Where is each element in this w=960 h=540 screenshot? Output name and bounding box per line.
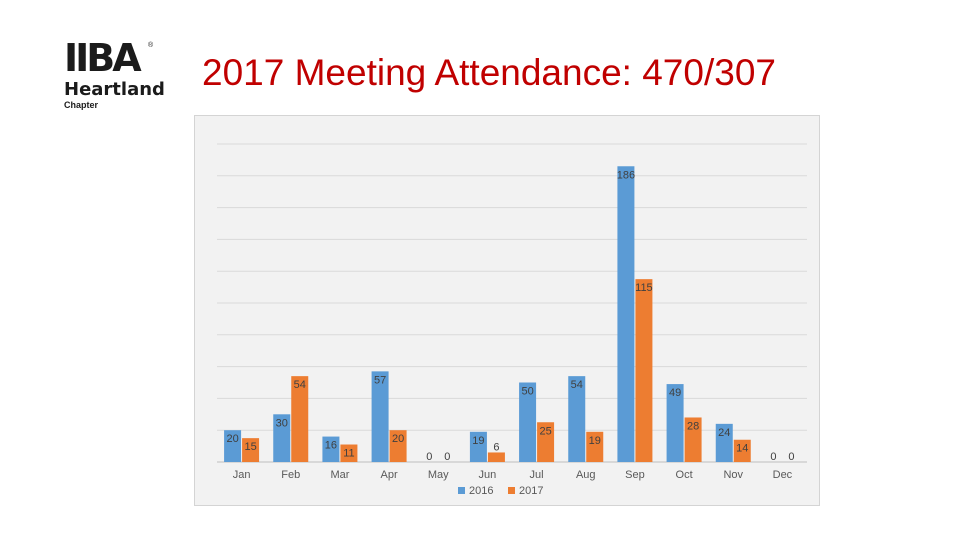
bar-2016 [273, 414, 291, 462]
bar-2017 [537, 422, 555, 462]
bar-2016 [617, 166, 635, 462]
data-label: 16 [325, 440, 337, 452]
x-tick-label: Jan [233, 469, 251, 481]
data-label: 54 [571, 379, 583, 391]
legend-label: 2017 [519, 485, 543, 497]
x-tick-label: Apr [381, 469, 398, 481]
x-tick-label: Aug [576, 469, 596, 481]
data-label: 25 [539, 425, 551, 437]
logo-mark: IIBA [64, 36, 142, 80]
legend-swatch-2017 [508, 487, 515, 494]
x-tick-label: Feb [281, 469, 300, 481]
bar-2016 [666, 384, 684, 462]
data-label: 11 [343, 448, 354, 460]
data-label: 50 [521, 386, 533, 398]
data-label: 20 [392, 433, 404, 445]
x-tick-label: Jul [530, 469, 544, 481]
data-label: 0 [444, 451, 450, 463]
data-label: 54 [294, 379, 306, 391]
bar-2017 [586, 431, 604, 462]
data-label: 49 [669, 387, 681, 399]
x-tick-label: Dec [773, 469, 793, 481]
data-label: 57 [374, 374, 386, 386]
bar-2016 [224, 430, 242, 462]
x-tick-label: Mar [330, 469, 349, 481]
bar-2017 [291, 376, 309, 462]
legend-swatch-2016 [458, 487, 465, 494]
data-label: 19 [472, 435, 484, 447]
data-label: 0 [788, 451, 794, 463]
data-label: 20 [226, 433, 238, 445]
bar-2017 [635, 279, 653, 462]
data-label: 14 [736, 443, 748, 455]
data-label: 30 [276, 417, 288, 429]
iiba-heartland-logo: IIBA ® Heartland Chapter [62, 38, 182, 118]
x-tick-label: Oct [676, 469, 693, 481]
x-tick-label: Jun [479, 469, 497, 481]
x-tick-label: Nov [723, 469, 743, 481]
bar-2017 [389, 430, 407, 462]
bar-2017 [340, 444, 358, 462]
logo-chapter-name: Heartland [64, 79, 165, 100]
bar-2016 [371, 371, 389, 462]
data-label: 24 [718, 427, 730, 439]
data-label: 0 [426, 451, 432, 463]
bar-2017 [684, 417, 702, 462]
data-label: 115 [635, 282, 653, 294]
bar-2016 [715, 423, 733, 462]
legend-label: 2016 [469, 485, 493, 497]
x-tick-label: May [428, 469, 449, 481]
logo-registered-mark: ® [148, 42, 154, 49]
chart-area: Jan 20 15 Feb 30 54 Mar 16 11 Apr 57 20 May 0 0 Jun 19 6 J… [194, 115, 820, 506]
data-label: 19 [589, 435, 601, 447]
slide-title: 2017 Meeting Attendance: 470/307 [202, 52, 776, 93]
bar-2016 [519, 382, 537, 462]
x-tick-label: Sep [625, 469, 645, 481]
bar-2017 [733, 439, 751, 462]
bar-2017 [487, 452, 505, 462]
bar-2016 [322, 436, 340, 462]
data-label: 6 [493, 441, 499, 453]
data-label: 28 [687, 420, 699, 432]
logo-chapter-label: Chapter [64, 100, 99, 110]
data-label: 0 [770, 451, 776, 463]
bar-2016 [469, 431, 487, 462]
data-label: 15 [244, 441, 256, 453]
bar-2017 [242, 438, 260, 462]
data-label: 186 [617, 169, 635, 181]
bar-2016 [568, 376, 586, 462]
